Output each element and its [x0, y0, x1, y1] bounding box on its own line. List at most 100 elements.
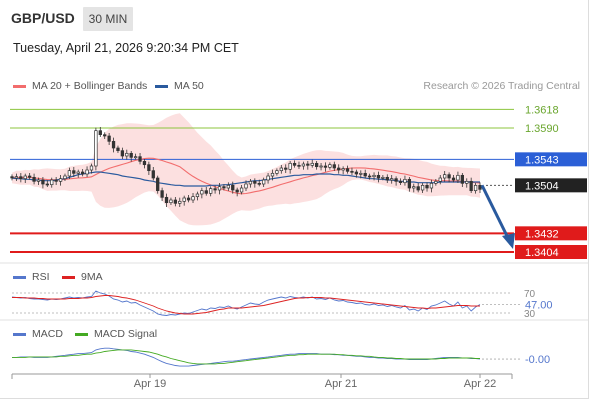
- legend-rsi-label: RSI: [32, 271, 50, 283]
- candle-body: [89, 165, 94, 171]
- candle: [94, 127, 98, 171]
- candle: [425, 182, 429, 192]
- candle: [279, 165, 283, 174]
- level-label-1.3590: 1.3590: [525, 123, 559, 135]
- bollinger-band: [12, 113, 480, 226]
- candle-body: [363, 172, 367, 177]
- candle: [372, 172, 376, 181]
- candle-body: [178, 200, 182, 204]
- candle: [41, 177, 45, 189]
- macd-signal-swatch: [75, 332, 88, 336]
- candle-body: [239, 187, 244, 193]
- ma50-swatch: [155, 84, 168, 88]
- candle: [469, 177, 473, 193]
- candle-body: [98, 130, 102, 136]
- candle-body: [429, 182, 434, 189]
- candle: [385, 174, 389, 183]
- candle-body: [253, 180, 257, 184]
- legend-rsi-ma-label: 9MA: [81, 271, 103, 283]
- candle-body: [381, 176, 385, 179]
- candle: [244, 180, 248, 191]
- x-tick-label: Apr 21: [325, 378, 357, 390]
- timeframe-button[interactable]: 30 MIN: [83, 7, 133, 31]
- candle: [147, 161, 151, 175]
- candle-body: [447, 174, 451, 179]
- candle-body: [398, 180, 403, 184]
- candle-body: [160, 190, 164, 198]
- candle: [292, 160, 297, 168]
- candle-body: [133, 156, 138, 159]
- candle-body: [284, 167, 288, 170]
- candle-body: [328, 164, 332, 168]
- candle: [138, 153, 142, 165]
- candle: [186, 195, 191, 203]
- candle-body: [425, 184, 429, 189]
- candle-body: [314, 162, 319, 168]
- level-tag: [515, 178, 587, 193]
- candle-body: [460, 174, 464, 184]
- candle: [169, 197, 173, 205]
- candle: [89, 163, 94, 174]
- candle: [142, 159, 147, 169]
- candle-body: [376, 174, 381, 179]
- candle: [63, 173, 67, 181]
- level-text: 1.3404: [525, 247, 559, 259]
- candle-body: [129, 152, 133, 158]
- rsi-ma-swatch: [62, 275, 75, 279]
- candle: [248, 179, 253, 188]
- candle: [257, 179, 261, 187]
- candle-body: [319, 165, 323, 168]
- candle-body: [169, 199, 173, 204]
- x-tick-label: Apr 19: [134, 378, 166, 390]
- candle-body: [244, 183, 248, 189]
- candle: [363, 169, 367, 179]
- candle-body: [54, 179, 58, 182]
- candle: [45, 180, 49, 187]
- macd-series-signal: [12, 349, 480, 365]
- macd-swatch: [13, 332, 26, 336]
- candle-body: [76, 171, 80, 174]
- candle: [403, 175, 407, 186]
- rsi-ref-label-30: 30: [524, 309, 536, 320]
- candle-body: [345, 168, 350, 172]
- candle-body: [63, 175, 67, 180]
- candle-body: [354, 171, 359, 175]
- candle: [465, 178, 469, 188]
- candle: [191, 193, 195, 203]
- candle-body: [416, 186, 420, 191]
- candle: [456, 171, 460, 183]
- candle: [204, 187, 208, 196]
- candle: [213, 185, 217, 194]
- candle-body: [195, 193, 200, 198]
- candle: [337, 164, 341, 174]
- candle: [164, 193, 169, 207]
- credit-label: Research © 2026 Trading Central: [423, 80, 580, 92]
- candle: [182, 195, 186, 206]
- candle: [120, 147, 125, 159]
- legend-rsi: RSI: [13, 271, 50, 283]
- x-tick-label: Apr 22: [464, 378, 496, 390]
- candle-body: [191, 196, 195, 201]
- legend-rsi-ma: 9MA: [62, 271, 103, 283]
- candle: [262, 177, 266, 187]
- candle-body: [434, 180, 438, 184]
- level-tag: [515, 245, 587, 259]
- candle: [451, 175, 456, 183]
- candle-body: [310, 162, 314, 166]
- candle: [125, 149, 129, 160]
- candle: [107, 133, 111, 145]
- candle: [390, 175, 394, 184]
- candle-body: [372, 174, 376, 178]
- candle: [332, 161, 336, 171]
- candle: [76, 169, 80, 178]
- candle: [376, 171, 381, 183]
- candle: [345, 165, 350, 174]
- candle: [328, 162, 332, 170]
- candle: [19, 173, 23, 183]
- candle: [275, 168, 279, 176]
- candle-body: [478, 184, 482, 190]
- candle: [151, 167, 155, 181]
- candle: [381, 175, 385, 181]
- candle-body: [222, 186, 226, 189]
